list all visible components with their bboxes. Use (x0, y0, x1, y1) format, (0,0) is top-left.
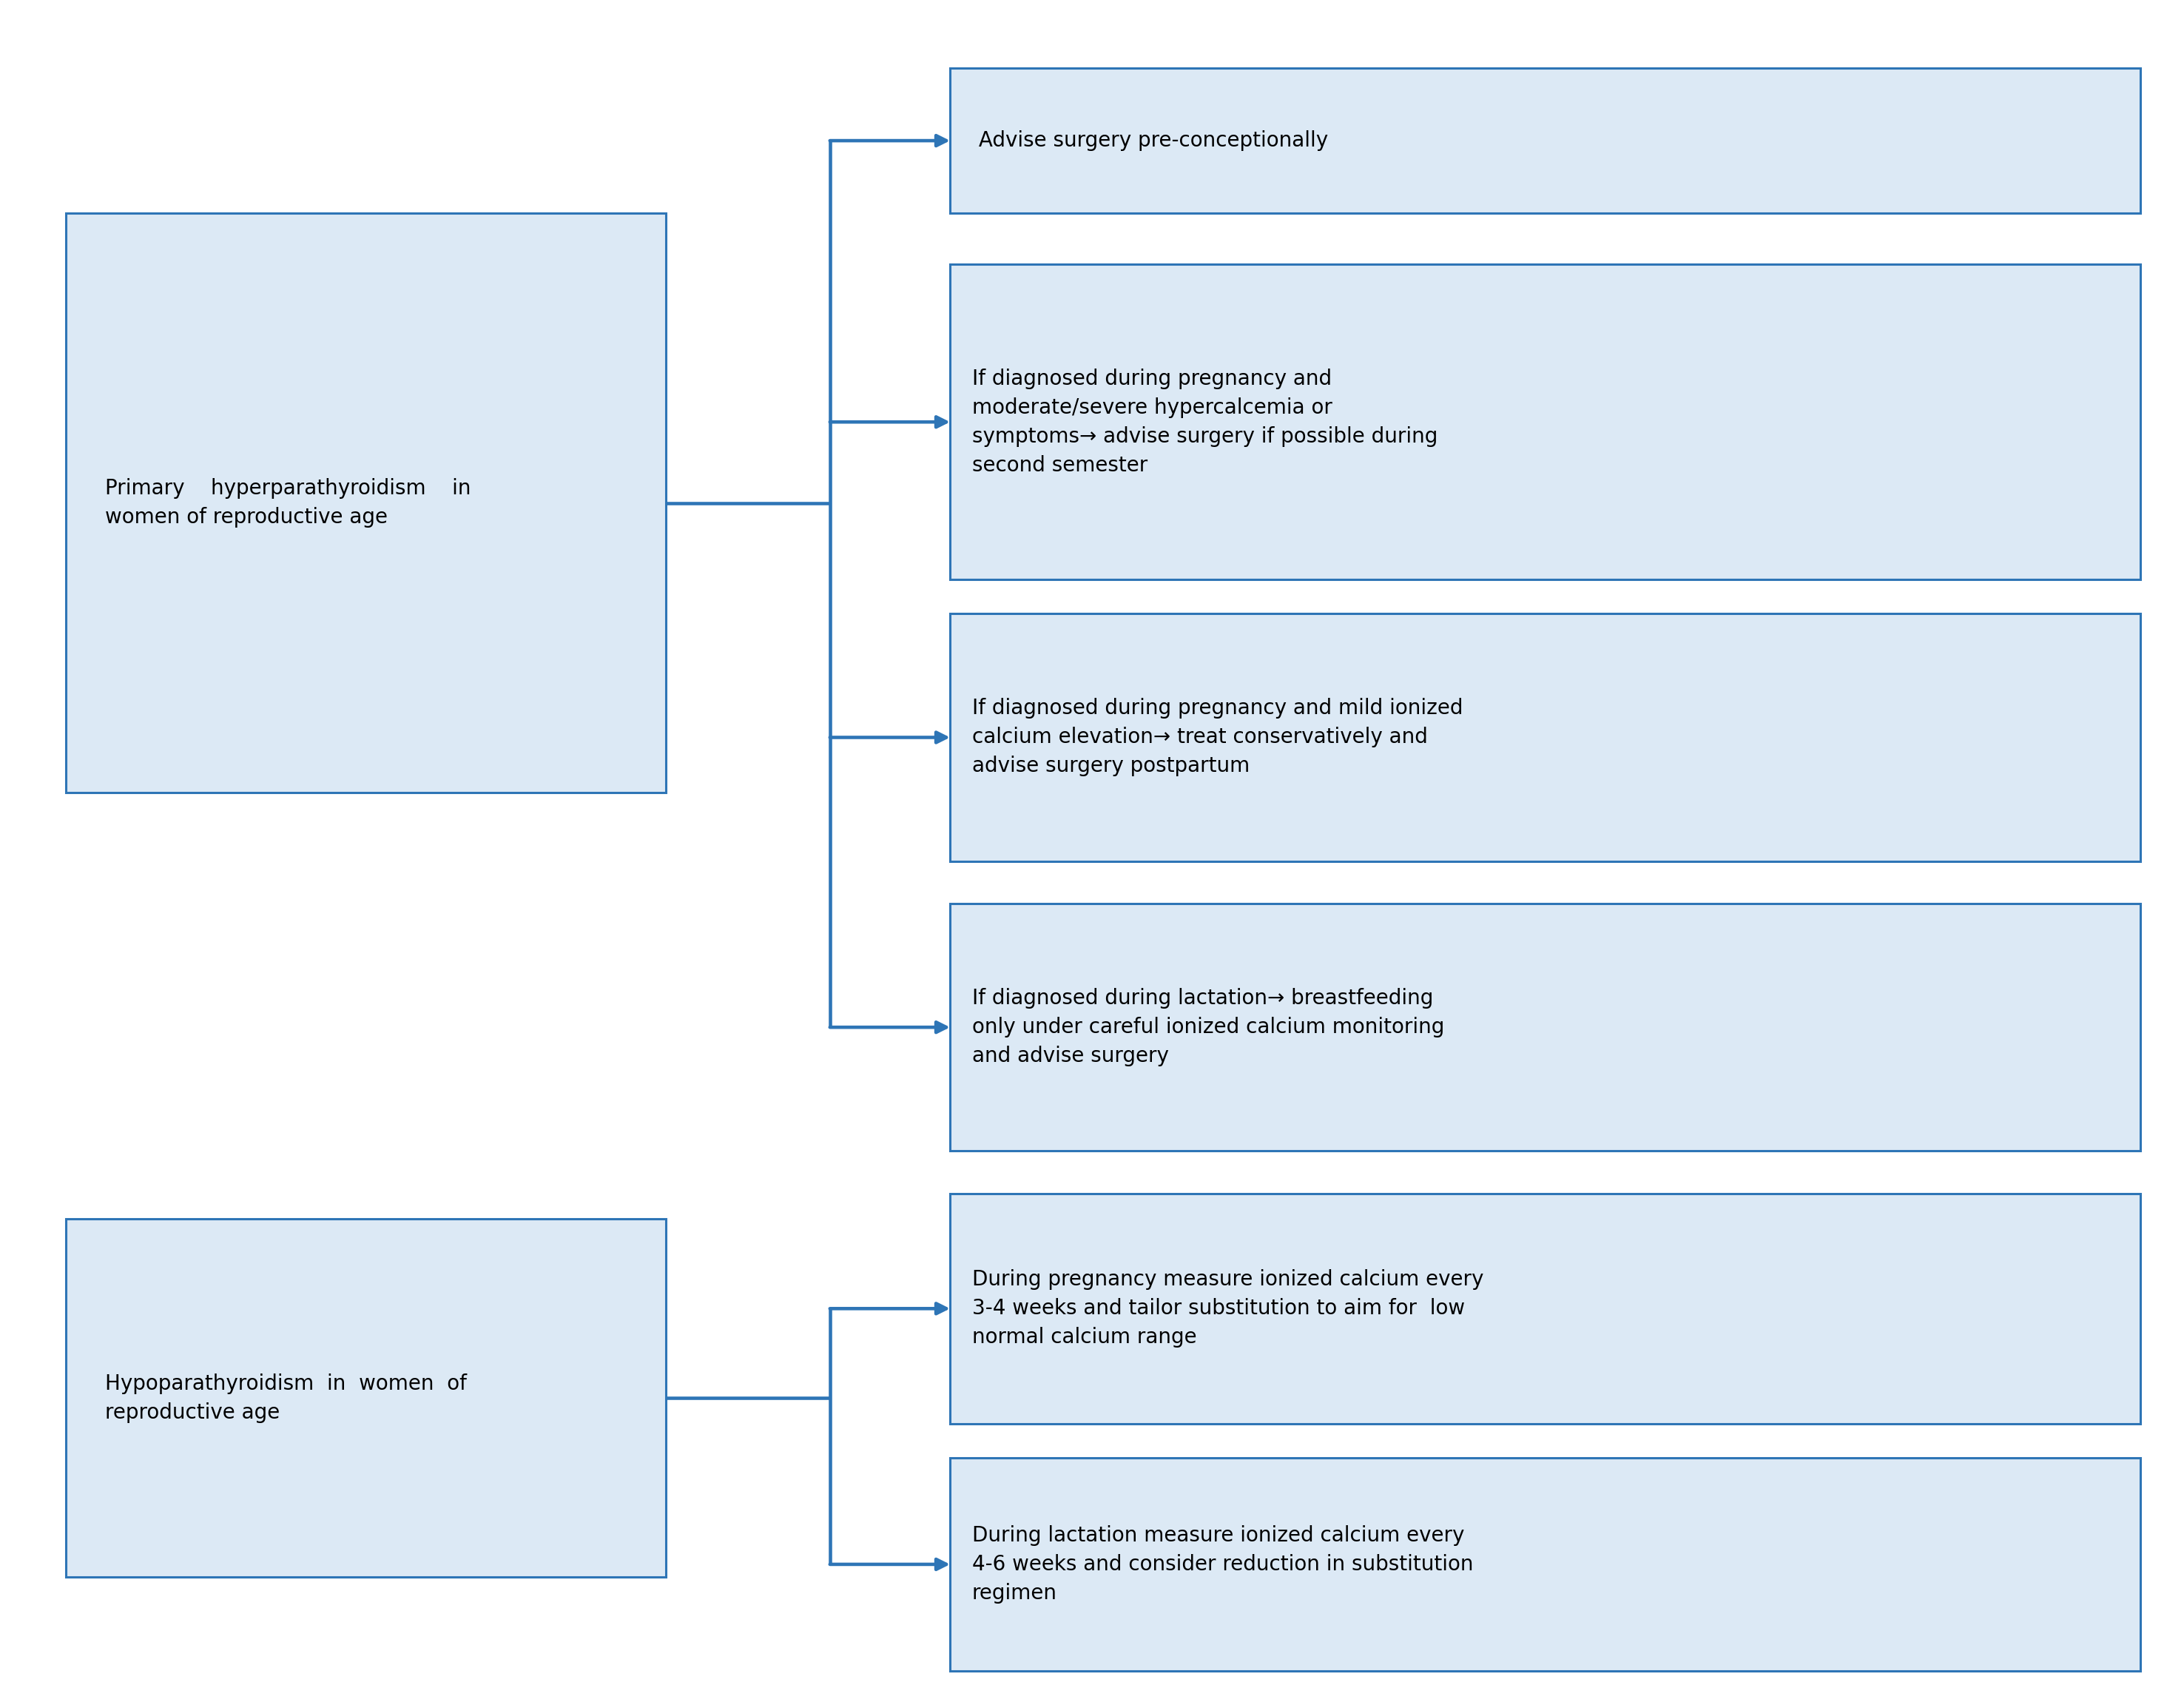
FancyBboxPatch shape (66, 1219, 666, 1577)
Text: If diagnosed during pregnancy and mild ionized
calcium elevation→ treat conserva: If diagnosed during pregnancy and mild i… (972, 697, 1463, 777)
Text: If diagnosed during lactation→ breastfeeding
only under careful ionized calcium : If diagnosed during lactation→ breastfee… (972, 987, 1444, 1067)
FancyBboxPatch shape (66, 213, 666, 793)
Text: During lactation measure ionized calcium every
4-6 weeks and consider reduction : During lactation measure ionized calcium… (972, 1524, 1474, 1604)
FancyBboxPatch shape (950, 904, 2140, 1151)
FancyBboxPatch shape (950, 68, 2140, 213)
FancyBboxPatch shape (950, 614, 2140, 861)
FancyBboxPatch shape (950, 1194, 2140, 1424)
Text: If diagnosed during pregnancy and
moderate/severe hypercalcemia or
symptoms→ adv: If diagnosed during pregnancy and modera… (972, 368, 1437, 476)
Text: During pregnancy measure ionized calcium every
3-4 weeks and tailor substitution: During pregnancy measure ionized calcium… (972, 1269, 1483, 1349)
FancyBboxPatch shape (950, 264, 2140, 580)
FancyBboxPatch shape (950, 1458, 2140, 1671)
Text: Advise surgery pre-conceptionally: Advise surgery pre-conceptionally (972, 130, 1328, 152)
Text: Primary    hyperparathyroidism    in
women of reproductive age: Primary hyperparathyroidism in women of … (105, 477, 472, 529)
Text: Hypoparathyroidism  in  women  of
reproductive age: Hypoparathyroidism in women of reproduct… (105, 1373, 467, 1424)
